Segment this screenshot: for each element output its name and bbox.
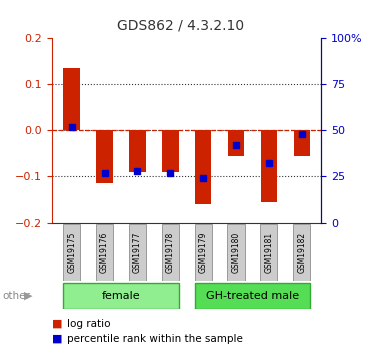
Text: GSM19179: GSM19179 xyxy=(199,232,208,273)
Text: GSM19178: GSM19178 xyxy=(166,232,175,273)
Text: GH-treated male: GH-treated male xyxy=(206,290,299,300)
Bar xyxy=(261,130,277,202)
Bar xyxy=(162,130,179,172)
Text: ▶: ▶ xyxy=(24,291,32,301)
Bar xyxy=(194,224,212,281)
Bar xyxy=(162,224,179,281)
Text: GSM19175: GSM19175 xyxy=(67,232,76,273)
Text: percentile rank within the sample: percentile rank within the sample xyxy=(67,334,243,344)
Bar xyxy=(194,283,310,309)
Bar xyxy=(96,130,113,183)
Text: GSM19180: GSM19180 xyxy=(231,232,241,273)
Bar xyxy=(129,224,146,281)
Text: other: other xyxy=(2,291,30,301)
Bar xyxy=(293,224,310,281)
Text: female: female xyxy=(102,290,140,300)
Bar xyxy=(63,283,179,309)
Text: ■: ■ xyxy=(52,334,62,344)
Bar xyxy=(64,68,80,130)
Text: GSM19181: GSM19181 xyxy=(264,232,273,273)
Bar xyxy=(260,224,278,281)
Text: log ratio: log ratio xyxy=(67,319,110,329)
Text: GSM19176: GSM19176 xyxy=(100,232,109,273)
Text: GSM19177: GSM19177 xyxy=(133,232,142,273)
Bar xyxy=(293,130,310,156)
Bar xyxy=(63,224,80,281)
Bar xyxy=(195,130,211,204)
Bar xyxy=(96,224,113,281)
Bar xyxy=(228,224,244,281)
Text: GDS862 / 4.3.2.10: GDS862 / 4.3.2.10 xyxy=(117,19,244,33)
Bar xyxy=(129,130,146,172)
Bar xyxy=(228,130,244,156)
Text: GSM19182: GSM19182 xyxy=(297,232,306,273)
Text: ■: ■ xyxy=(52,319,62,329)
